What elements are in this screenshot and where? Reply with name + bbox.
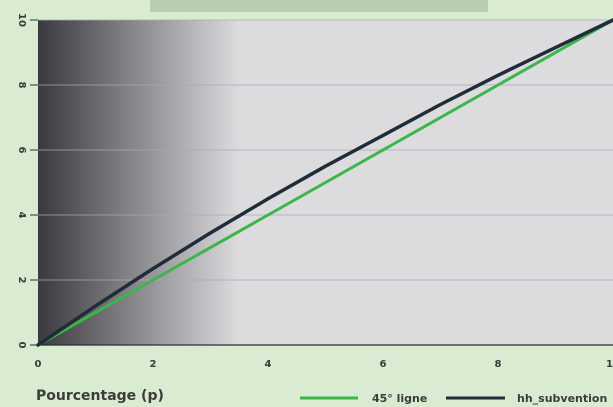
top-strip-shadow xyxy=(150,0,488,12)
y-tick-label-0: 0 xyxy=(16,342,27,349)
x-tick-label-5: 10 xyxy=(606,359,613,370)
legend-label-1: hh_subvention xyxy=(517,392,607,405)
x-tick-label-1: 2 xyxy=(150,359,157,370)
y-tick-label-4: 8 xyxy=(16,82,27,89)
series-line-1 xyxy=(36,18,613,347)
series-line-0 xyxy=(36,18,613,347)
x-tick-label-3: 6 xyxy=(380,359,387,370)
y-tick-label-3: 6 xyxy=(16,147,27,154)
y-tick-label-1: 2 xyxy=(16,277,27,284)
y-tick-label-5: 10 xyxy=(16,13,27,27)
x-tick-label-4: 8 xyxy=(495,359,502,370)
y-tick-label-2: 4 xyxy=(16,212,27,219)
x-tick-label-2: 4 xyxy=(265,359,272,370)
x-axis-title: Pourcentage (p) xyxy=(36,388,164,404)
x-tick-label-0: 0 xyxy=(35,359,42,370)
legend-label-0: 45° ligne xyxy=(372,392,427,405)
